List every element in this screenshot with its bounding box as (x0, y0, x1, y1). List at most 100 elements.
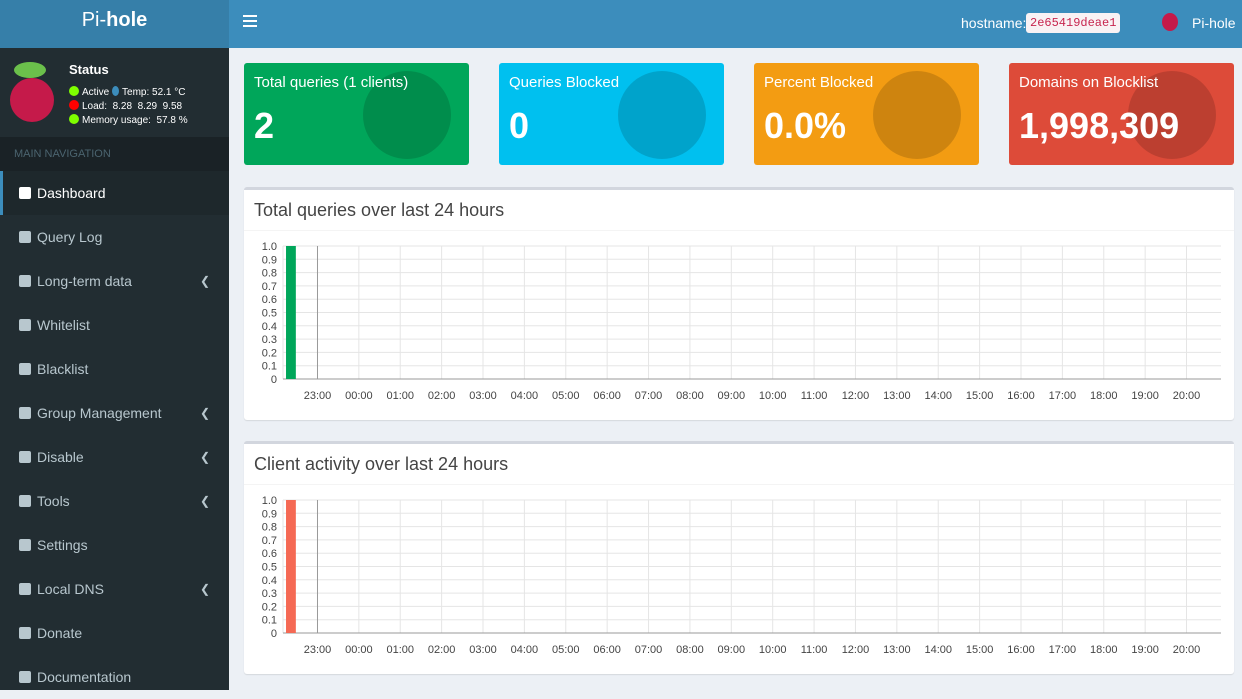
nav-icon (19, 363, 31, 375)
card-icon (873, 71, 961, 159)
card-value: 2 (254, 105, 275, 146)
nav-icon (19, 319, 31, 331)
card-title: Queries Blocked (509, 74, 620, 91)
x-tick-label: 01:00 (386, 644, 414, 656)
nav-label: Dashboard (37, 185, 106, 201)
nav-label: Settings (37, 537, 88, 553)
y-tick-label: 0 (271, 374, 277, 386)
x-tick-label: 07:00 (635, 390, 663, 402)
x-tick-label: 15:00 (966, 390, 994, 402)
chart-box: Total queries over last 24 hours 0 0.1 0.2 0… (244, 187, 1234, 420)
x-tick-label: 14:00 (924, 644, 952, 656)
nav-item[interactable]: Group Management ❮ (0, 391, 229, 435)
y-tick-label: 0.4 (262, 575, 277, 587)
menu-toggle[interactable] (243, 15, 257, 27)
y-tick-label: 0.9 (262, 254, 277, 266)
nav-label: Documentation (37, 669, 132, 685)
x-tick-label: 23:00 (304, 390, 332, 402)
x-tick-label: 07:00 (635, 644, 663, 656)
card-value: 1,998,309 (1019, 105, 1180, 146)
bar (286, 246, 292, 379)
status-line: Active Temp: 52.1 °C (69, 86, 186, 98)
x-tick-label: 18:00 (1090, 644, 1118, 656)
card-title: Domains on Blocklist (1019, 74, 1159, 91)
y-tick-label: 0.5 (262, 308, 277, 320)
x-tick-label: 12:00 (842, 390, 870, 402)
x-tick-label: 10:00 (759, 644, 787, 656)
y-tick-label: 0.3 (262, 334, 277, 346)
stat-card[interactable]: Total queries (1 clients) 2 (244, 63, 469, 165)
y-tick-label: 0.1 (262, 615, 277, 627)
user-name[interactable]: Pi-hole (1192, 15, 1236, 31)
top-bar: hostname: 2e65419deae1 Pi-hole (229, 0, 1242, 48)
nav-label: Donate (37, 625, 83, 641)
y-tick-label: 0.6 (262, 548, 277, 560)
nav-item[interactable]: Disable ❮ (0, 435, 229, 479)
y-tick-label: 0.8 (262, 268, 277, 280)
nav-item[interactable]: Settings (0, 523, 229, 567)
nav-item[interactable]: Local DNS ❮ (0, 567, 229, 611)
y-tick-label: 0 (271, 628, 277, 640)
status-title: Status (69, 62, 109, 77)
x-tick-label: 16:00 (1007, 390, 1035, 402)
status-active: Active (82, 87, 110, 98)
y-tick-label: 0.8 (262, 522, 277, 534)
x-tick-label: 16:00 (1007, 644, 1035, 656)
x-tick-label: 08:00 (676, 644, 704, 656)
nav-item[interactable]: Long-term data ❮ (0, 259, 229, 303)
y-tick-label: 0.3 (262, 588, 277, 600)
separator (244, 230, 1234, 231)
submenu-arrow: ❮ (200, 274, 211, 288)
nav-item[interactable]: Donate (0, 611, 229, 655)
card-title: Total queries (1 clients) (254, 74, 409, 91)
nav-item[interactable]: Blacklist (0, 347, 229, 391)
x-tick-label: 05:00 (552, 644, 580, 656)
submenu-arrow: ❮ (200, 406, 211, 420)
nav-label: Blacklist (37, 361, 89, 377)
bar (290, 246, 296, 379)
chart-title: Total queries over last 24 hours (254, 200, 505, 220)
nav-item[interactable]: Whitelist (0, 303, 229, 347)
hostname-label: hostname: (961, 15, 1027, 31)
nav-label: Disable (37, 449, 84, 465)
y-tick-label: 0.5 (262, 562, 277, 574)
logo-bold: hole (106, 9, 148, 31)
stat-card[interactable]: Domains on Blocklist 1,998,309 (1009, 63, 1234, 165)
nav-icon (19, 231, 31, 243)
stat-card[interactable]: Percent Blocked 0.0% (754, 63, 979, 165)
nav-icon (19, 275, 31, 287)
card-icon (618, 71, 706, 159)
stat-card[interactable]: Queries Blocked 0 (499, 63, 724, 165)
nav-icon (19, 407, 31, 419)
submenu-arrow: ❮ (200, 494, 211, 508)
x-tick-label: 09:00 (718, 390, 746, 402)
memory-line: Memory usage: 57.8 % (69, 114, 188, 126)
card-icon (1128, 71, 1216, 159)
nav-item[interactable]: Query Log (0, 215, 229, 259)
x-tick-label: 19:00 (1131, 644, 1159, 656)
nav-label: Query Log (37, 229, 103, 245)
nav-item[interactable]: Documentation (0, 655, 229, 699)
x-tick-label: 15:00 (966, 644, 994, 656)
pihole-logo (10, 62, 54, 122)
y-tick-label: 0.6 (262, 294, 277, 306)
chart: 00.1 0.20.30.40.5 0.60.70.8 0.91.0 23:00 00:0… (262, 495, 1221, 656)
x-tick-label: 09:00 (718, 644, 746, 656)
x-tick-label: 02:00 (428, 644, 456, 656)
nav-item[interactable]: Dashboard (0, 171, 229, 215)
x-tick-label: 00:00 (345, 644, 373, 656)
x-tick-label: 17:00 (1049, 644, 1077, 656)
chart-box: Client activity over last 24 hours 0 0.1 0.… (244, 441, 1234, 674)
x-tick-label: 13:00 (883, 644, 911, 656)
submenu-arrow: ❮ (200, 582, 211, 596)
logo[interactable]: Pi-hole (0, 0, 229, 48)
nav-item[interactable]: Tools ❮ (0, 479, 229, 523)
x-tick-label: 03:00 (469, 390, 497, 402)
x-tick-label: 11:00 (801, 644, 828, 656)
y-tick-label: 0.2 (262, 347, 277, 359)
y-tick-label: 0.9 (262, 508, 277, 520)
x-tick-label: 12:00 (842, 644, 870, 656)
nav-icon (19, 495, 31, 507)
y-tick-label: 1.0 (262, 495, 277, 507)
